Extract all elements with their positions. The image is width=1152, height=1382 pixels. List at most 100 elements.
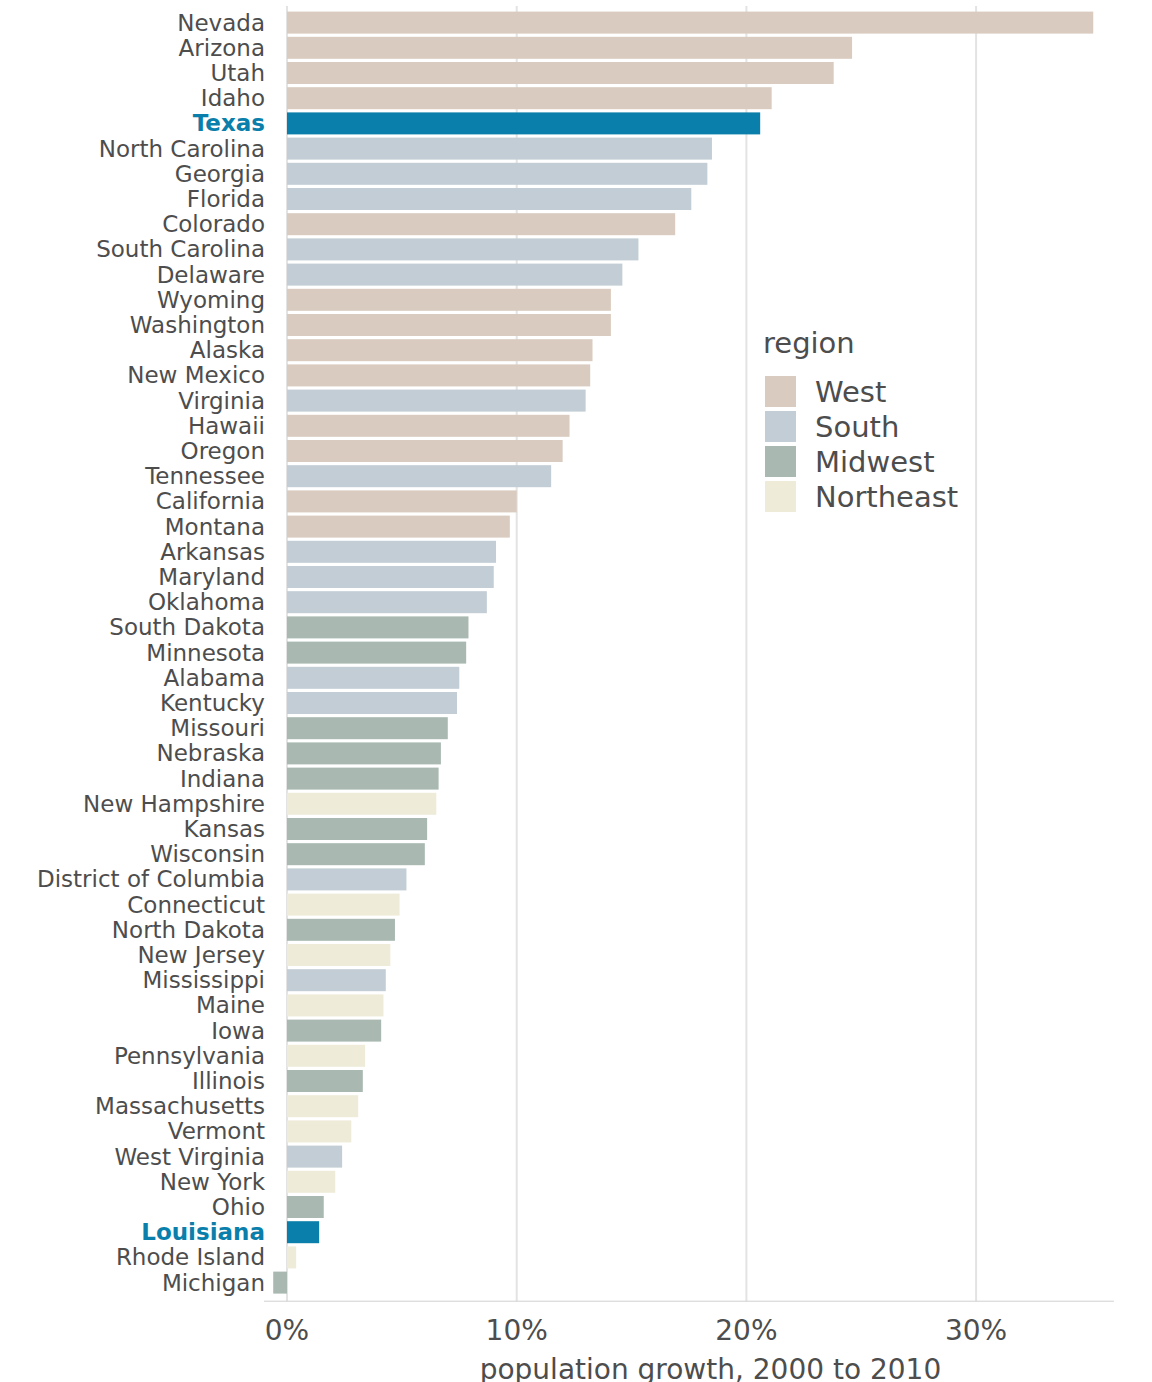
bar [287,440,563,462]
bar [287,894,400,916]
bar [287,742,441,764]
x-axis: 0% 10% 20% 30% [265,1314,1007,1347]
category-label: North Carolina [99,136,265,162]
category-label: Iowa [211,1018,265,1044]
bar [287,390,586,412]
category-label: Illinois [192,1068,265,1094]
category-label: Michigan [162,1270,265,1296]
grid-line [975,6,977,1301]
category-label: Pennsylvania [114,1043,265,1069]
category-label: Wyoming [157,287,265,313]
bar [287,1246,296,1268]
tick-label: 30% [945,1314,1007,1347]
category-label: New Mexico [127,362,265,388]
bar [287,793,436,815]
bar [287,163,707,185]
bar [287,1221,319,1243]
category-label: Georgia [175,161,265,187]
bar [287,969,386,991]
category-label: New York [160,1169,266,1195]
category-labels: NevadaArizonaUtahIdahoTexasNorth Carolin… [37,10,266,1296]
legend-title: region [763,326,855,360]
legend-swatch [765,376,796,407]
category-label: Colorado [162,211,265,237]
category-label: Utah [210,60,265,86]
category-label: Florida [187,186,265,212]
bar [287,843,425,865]
bars [273,12,1093,1294]
bar [287,1146,342,1168]
bar [287,768,439,790]
bar [287,919,395,941]
category-label: Connecticut [127,892,265,918]
category-label: Alabama [164,665,265,691]
bar [287,112,760,134]
bar [287,868,406,890]
category-label: Arkansas [160,539,265,565]
bar [287,213,675,235]
category-label: Rhode Island [116,1244,265,1270]
category-label: Louisiana [141,1219,265,1245]
tick-label: 0% [265,1314,309,1347]
category-label: Kentucky [160,690,265,716]
category-label: Oklahoma [148,589,265,615]
legend-label: Northeast [815,480,958,514]
category-label: Oregon [181,438,265,464]
grid [287,6,976,1301]
bar [287,1045,365,1067]
category-label: New Hampshire [83,791,265,817]
bar [287,314,611,336]
axis-line [264,1301,1114,1302]
category-label: Nevada [177,10,265,36]
bar [287,1196,324,1218]
bar [287,339,593,361]
axis-title: population growth, 2000 to 2010 [480,1353,942,1382]
category-label: Tennessee [144,463,265,489]
bar [287,490,517,512]
category-label: Mississippi [142,967,265,993]
bar [287,1120,351,1142]
bar [287,1070,363,1092]
legend-label: West [815,375,886,409]
bar [287,188,691,210]
bar [287,642,466,664]
category-label: Alaska [190,337,265,363]
category-label: Hawaii [188,413,265,439]
bar [287,944,390,966]
category-label: Nebraska [157,740,266,766]
bar [287,616,468,638]
bar [287,566,494,588]
category-label: Virginia [178,388,265,414]
bar [287,1171,335,1193]
category-label: District of Columbia [37,866,265,892]
bar [273,1272,287,1294]
bar [287,717,448,739]
legend-swatch [765,446,796,477]
category-label: Ohio [212,1194,265,1220]
category-label: New Jersey [137,942,265,968]
category-label: California [156,488,265,514]
bar [287,415,570,437]
bar [287,818,427,840]
bar [287,138,712,160]
tick-label: 10% [486,1314,548,1347]
bar [287,12,1093,34]
category-label: Arizona [179,35,265,61]
bar [287,692,457,714]
grid-line [745,6,747,1301]
legend-swatch [765,411,796,442]
bar [287,1020,381,1042]
category-label: Missouri [170,715,265,741]
category-label: Washington [130,312,265,338]
category-label: Wisconsin [150,841,265,867]
tick-label: 20% [715,1314,777,1347]
category-label: Montana [165,514,265,540]
bar [287,994,383,1016]
category-label: Kansas [184,816,265,842]
bar [287,465,551,487]
category-label: Minnesota [146,640,265,666]
bar [287,87,772,109]
category-label: Vermont [168,1118,265,1144]
legend: regionWestSouthMidwestNortheast [763,326,958,514]
bar [287,516,510,538]
